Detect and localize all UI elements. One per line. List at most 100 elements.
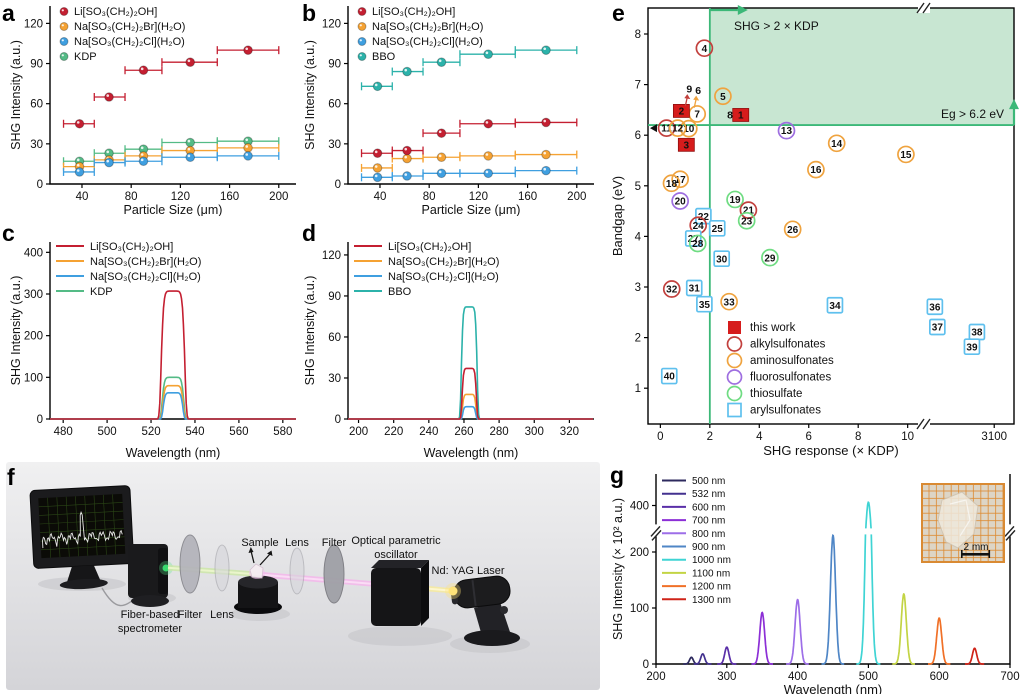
legend-label: Li[SO₃(CH₂)₂OH] [372,6,455,18]
e-point-2: 2 [672,104,690,118]
scale-bar [962,553,989,556]
spectrometer [128,544,173,607]
e-point-3: 3 [677,137,695,152]
svg-text:19: 19 [729,195,741,206]
e-point-13: 13 [777,121,796,140]
svg-text:4: 4 [756,431,763,443]
series-Na[SO₃(CH₂)₂Cl](H₂O) [62,151,280,177]
svg-text:100: 100 [24,372,43,384]
svg-text:35: 35 [699,300,711,311]
arrow-icon [267,550,273,556]
svg-text:160: 160 [220,191,239,203]
peak-600 nm [717,646,737,665]
svg-text:22: 22 [698,212,710,223]
e-point-28: 28 [688,234,707,253]
data-point [372,163,383,173]
svg-text:300: 300 [525,426,544,438]
data-point [243,143,253,153]
e-point-21: 21 [739,201,758,219]
data-point [104,92,114,102]
curve-Na[SO₃(CH₂)₂Br](H₂O) [50,384,296,420]
e-point-18: 18 [662,174,681,193]
e-point-36: 36 [926,298,944,316]
legend: this work alkylsulfonates aminosulfonates f… [726,321,834,418]
peak-900 nm [821,533,845,665]
svg-text:32: 32 [666,285,678,296]
data-point [483,118,494,129]
photo-inset: 2 mm [921,483,1005,563]
svg-text:0: 0 [643,659,649,671]
data-point [402,153,412,164]
peak-1100 nm [892,593,915,665]
svg-text:20: 20 [675,197,687,208]
svg-text:90: 90 [328,59,341,71]
e-point-35: 35 [696,295,713,313]
e-point-14: 14 [827,134,846,153]
e-point-4: 4 [695,39,714,58]
svg-text:27: 27 [688,234,700,245]
legend-label: KDP [90,286,113,298]
equipment-label: Lens [285,537,309,549]
peak-1200 nm [928,617,951,665]
data-point [483,49,494,59]
curve-Na[SO₃(CH₂)₂Cl](H₂O) [50,392,296,420]
legend-label: arylsulfonates [750,405,821,417]
svg-text:60: 60 [328,332,341,344]
curve-Na[SO₃(CH₂)₂Cl](H₂O) [348,405,594,420]
legend: Li[SO₃(CH₂)₂OH] Na[SO₃(CH₂)₂Br](H₂O) Na[SO… [357,6,483,63]
svg-text:200: 200 [269,191,288,203]
svg-text:4: 4 [702,44,708,55]
e-point-23: 23 [737,211,756,230]
chart-c: 480 500 520 540 560 580 0 100 200 300 400 Wavelengt… [9,241,296,460]
svg-text:3: 3 [684,140,690,151]
legend-label: 500 nm [692,476,725,487]
y-axis-label: SHG Intensity (× 10² a.u.) [611,498,625,640]
data-point [74,118,85,129]
svg-text:39: 39 [966,342,978,353]
data-point [402,145,412,156]
svg-text:220: 220 [384,426,403,438]
legend-label: Li[SO₃(CH₂)₂OH] [90,241,173,253]
panel-label-d: d [302,220,317,246]
svg-text:1: 1 [635,383,641,395]
equipment-label: Fiber-based [121,609,180,621]
panel-e: e SHG > 2 × KDP Eg > 6.2 eV 1 2 3 4 5 6 7 8 0 2 4 6 8 1… [610,0,1024,460]
laser-glow-icon [448,586,458,596]
chart-d: 200 220 240 260 280 300 320 0 30 60 90 120 Wavelengt… [303,241,594,460]
monitor [29,485,135,590]
svg-text:200: 200 [349,426,368,438]
legend-label: 900 nm [692,542,725,553]
spectrum-trace [42,511,123,549]
e-point-20: 20 [671,192,689,210]
svg-text:29: 29 [764,253,776,264]
svg-text:200: 200 [567,191,586,203]
svg-text:700: 700 [1000,671,1019,683]
x-axis-label: Particle Size (μm) [422,203,521,216]
data-point [138,65,149,76]
curve-Li[SO₃(CH₂)₂OH] [348,367,594,420]
svg-text:400: 400 [630,501,649,513]
curve-KDP [50,376,296,420]
svg-text:600: 600 [930,671,949,683]
data-point [185,152,196,163]
panel-label-a: a [2,0,15,26]
svg-text:400: 400 [24,247,43,259]
panel-c: c 480 500 520 540 560 580 0 100 200 300 400 Wavelen… [2,216,302,460]
svg-text:260: 260 [454,426,473,438]
svg-text:37: 37 [932,323,944,334]
laser-beam [167,565,456,594]
axes: 40 80 120 160 200 0 30 60 90 120 [322,6,594,203]
svg-text:0: 0 [335,414,341,426]
data-point [185,137,196,148]
data-point [243,151,253,161]
region-label-top: SHG > 2 × KDP [734,19,819,33]
svg-text:320: 320 [560,426,579,438]
svg-text:0: 0 [657,431,663,443]
svg-text:30: 30 [328,373,341,385]
legend-label: 1100 nm [692,568,730,579]
legend: Li[SO₃(CH₂)₂OH] Na[SO₃(CH₂)₂Br](H₂O) Na[SO… [56,241,201,298]
svg-text:520: 520 [141,426,160,438]
